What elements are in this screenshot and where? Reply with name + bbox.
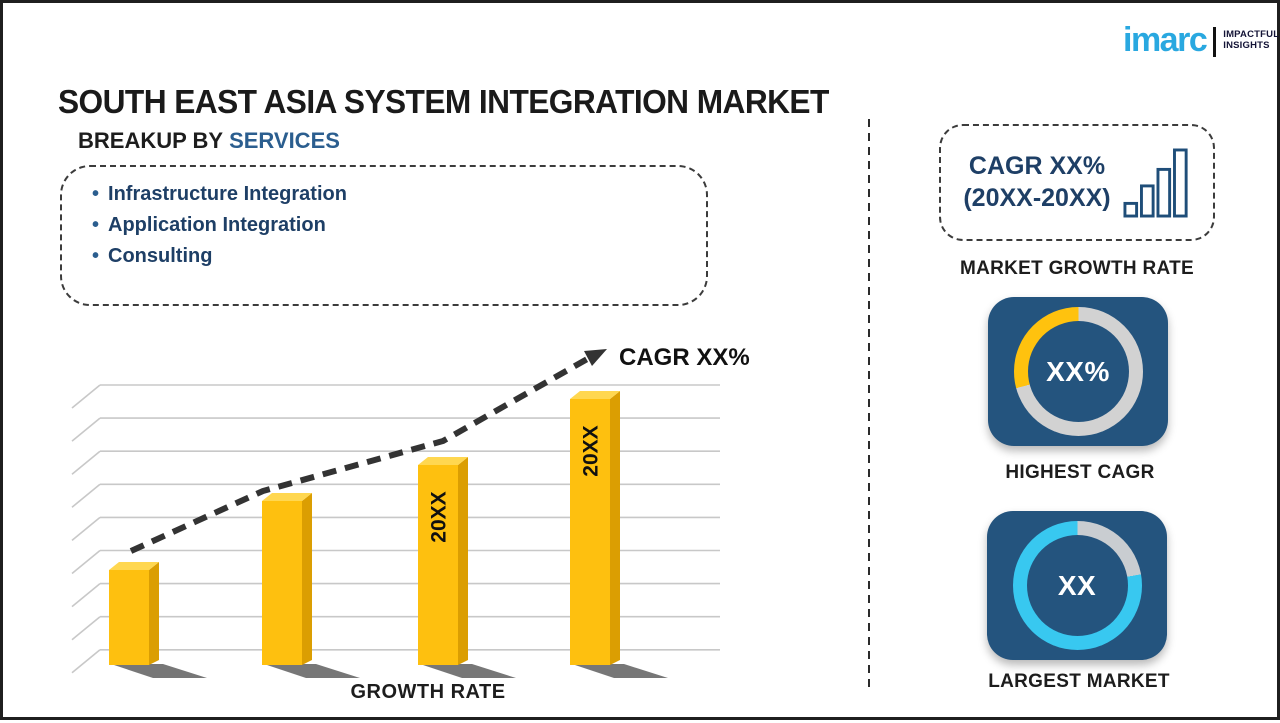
service-item: Infrastructure Integration (92, 179, 706, 210)
bar-shadow (420, 664, 516, 678)
cagr-box-line1: CAGR XX% (968, 152, 1106, 181)
bar-side (149, 562, 159, 665)
gridline-diagonal (71, 417, 101, 442)
market-growth-rate-box: CAGR XX% (20XX-20XX) (939, 124, 1215, 241)
trend-arrowhead-icon (584, 349, 607, 366)
bar-shadow (111, 664, 207, 678)
imarc-wordmark: imarc (1123, 21, 1208, 59)
service-item: Application Integration (92, 210, 706, 241)
cagr-box-text: CAGR XX% (20XX-20XX) (963, 151, 1110, 214)
bar-top (570, 391, 620, 399)
largest-market-card: XX (987, 511, 1167, 660)
bar-front (570, 399, 610, 665)
highest-cagr-value: XX% (1046, 355, 1110, 387)
highest-cagr-caption: HIGHEST CAGR (1005, 462, 1155, 483)
services-list: Infrastructure Integration Application I… (62, 179, 706, 272)
gridline-diagonal (71, 516, 101, 542)
highest-cagr-card: XX% (988, 297, 1168, 446)
gridline-diagonal (71, 616, 101, 641)
bar-side (610, 391, 620, 665)
page-title: SOUTH EAST ASIA SYSTEM INTEGRATION MARKE… (58, 83, 829, 121)
services-box: Infrastructure Integration Application I… (60, 165, 708, 306)
growth-rate-bar-chart: 20XX 20XX (71, 349, 720, 678)
bar-front (418, 465, 458, 665)
bar-side (458, 457, 468, 665)
largest-market-donut: XX (1012, 521, 1142, 650)
gridline-diagonal (71, 549, 101, 575)
bar-shadow (264, 664, 360, 678)
highest-cagr-donut: XX% (1013, 307, 1143, 436)
gridline-diagonal (71, 582, 101, 608)
bar-label: 20XX (580, 425, 603, 476)
section-divider (868, 119, 870, 691)
breakup-heading-highlight: SERVICES (229, 128, 340, 153)
largest-market-caption: LARGEST MARKET (988, 671, 1170, 692)
bar-top (109, 562, 159, 570)
bar-side (302, 493, 312, 665)
cagr-trend-label: CAGR XX% (619, 344, 750, 371)
bar-shadow (572, 664, 668, 678)
bar-front (262, 501, 302, 665)
logo-tagline-bottom: INSIGHTS (1223, 40, 1270, 52)
cagr-box-line2: (20XX-20XX) (963, 183, 1111, 212)
bar-label: 20XX (428, 491, 451, 542)
growth-bars-icon (1123, 148, 1188, 217)
bar-top (418, 457, 468, 465)
imarc-logo: imarc IMPACTFUL INSIGHTS (1123, 23, 1279, 57)
gridline-diagonal (71, 649, 101, 674)
gridline-diagonal (71, 450, 101, 475)
gridline-diagonal (71, 483, 101, 508)
trend-arrow-line (129, 355, 591, 554)
largest-market-value: XX (1057, 569, 1097, 601)
bar-top (262, 493, 312, 501)
logo-tagline-top: IMPACTFUL (1223, 29, 1280, 40)
market-growth-rate-caption: MARKET GROWTH RATE (959, 258, 1195, 279)
breakup-heading: BREAKUP BY SERVICES (78, 128, 340, 154)
service-item: Consulting (92, 241, 706, 272)
breakup-heading-prefix: BREAKUP BY (78, 128, 224, 153)
bar-front (109, 570, 149, 665)
gridline-diagonal (71, 384, 101, 409)
x-axis-label: GROWTH RATE (350, 681, 506, 703)
logo-separator (1213, 27, 1217, 57)
logo-tagline: IMPACTFUL INSIGHTS (1223, 29, 1279, 52)
